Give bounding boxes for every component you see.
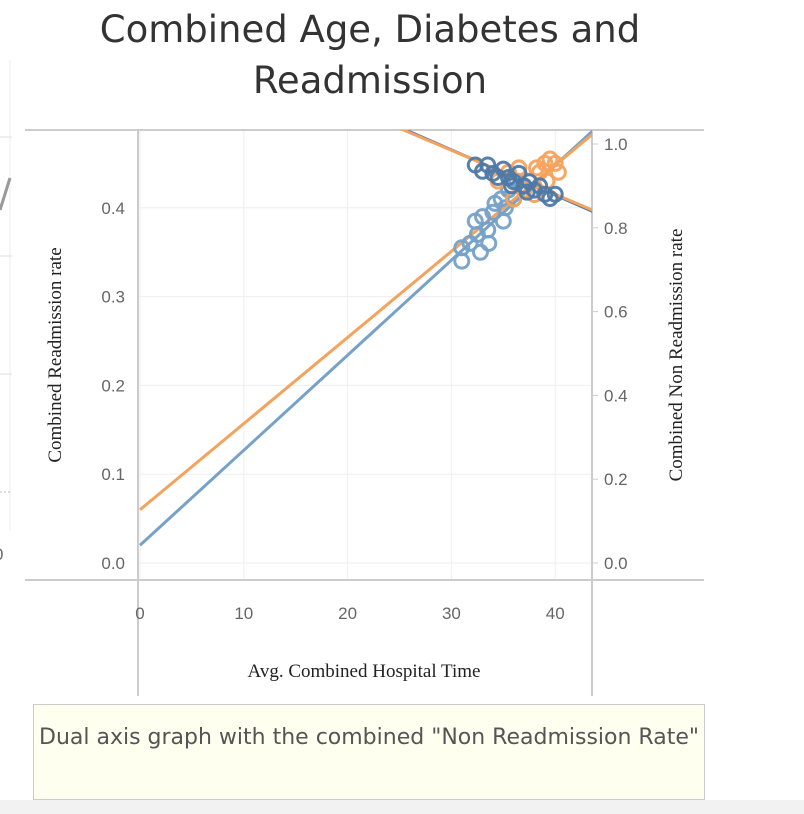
x-tick-label: 30 bbox=[442, 604, 461, 623]
y-left-tick-label: 0.3 bbox=[101, 288, 125, 307]
bottom-bar bbox=[0, 800, 804, 814]
trend-line bbox=[138, 130, 592, 547]
x-tick-label: 10 bbox=[234, 604, 253, 623]
x-tick-label: 20 bbox=[338, 604, 357, 623]
x-tick-label: 40 bbox=[546, 604, 565, 623]
partial-tick-label: 0 bbox=[0, 545, 3, 564]
y-left-tick-label: 0.0 bbox=[101, 554, 125, 573]
data-point bbox=[503, 177, 521, 195]
data-point bbox=[546, 185, 564, 203]
y-left-tick-label: 0.2 bbox=[101, 376, 125, 395]
x-tick-label: 0 bbox=[135, 604, 144, 623]
x-axis-label: Avg. Combined Hospital Time bbox=[248, 661, 481, 682]
y-left-tick-label: 0.4 bbox=[101, 199, 125, 218]
caption-box: Dual axis graph with the combined "Non R… bbox=[33, 704, 705, 800]
data-point bbox=[520, 173, 538, 191]
y-left-tick-label: 0.1 bbox=[101, 465, 125, 484]
data-point bbox=[528, 159, 546, 177]
data-point bbox=[496, 199, 514, 217]
trend-line bbox=[399, 130, 592, 212]
trend-line bbox=[139, 133, 592, 511]
y-right-tick-label: 0.0 bbox=[604, 554, 628, 573]
data-point bbox=[480, 234, 498, 252]
y-right-tick-label: 1.0 bbox=[604, 135, 628, 154]
y-right-tick-label: 0.2 bbox=[604, 470, 628, 489]
y-axis-left-label: Combined Readmission rate bbox=[45, 247, 66, 462]
adjacent-chart-fragment: 0 bbox=[0, 60, 12, 564]
chart-title: Combined Age, Diabetes and Readmission bbox=[99, 8, 641, 102]
data-point bbox=[494, 212, 512, 230]
data-point bbox=[474, 162, 492, 180]
y-right-tick-label: 0.8 bbox=[604, 219, 628, 238]
data-point bbox=[471, 243, 489, 261]
data-point bbox=[489, 169, 507, 187]
data-point bbox=[453, 239, 471, 257]
y-axis-right-label: Combined Non Readmission rate bbox=[666, 229, 687, 482]
y-right-tick-label: 0.4 bbox=[604, 386, 628, 405]
partial-series-line bbox=[0, 177, 12, 211]
y-right-tick-label: 0.6 bbox=[604, 303, 628, 322]
data-point bbox=[546, 154, 564, 172]
data-point bbox=[549, 163, 567, 181]
data-point bbox=[518, 183, 536, 201]
data-point bbox=[494, 160, 512, 178]
